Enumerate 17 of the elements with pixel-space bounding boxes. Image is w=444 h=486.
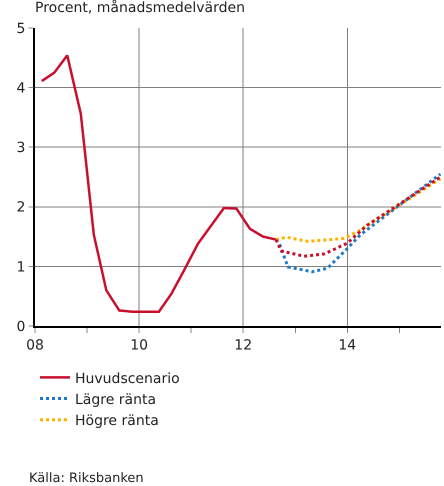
chart-title: Procent, månadsmedelvärden	[35, 0, 246, 16]
x-tick-label: 12	[234, 338, 252, 354]
text: Källa: Riksbanken	[29, 471, 144, 486]
y-tick-label: 3	[16, 140, 26, 156]
y-tick-label: 1	[16, 259, 26, 276]
line-series	[274, 172, 441, 274]
y-tick-label: 0	[16, 318, 26, 335]
y-tick-label: 4	[16, 80, 26, 96]
legend-label: Huvudscenario	[75, 370, 180, 387]
x-tick-label: 08	[26, 338, 44, 354]
line-series	[274, 177, 441, 243]
x-tick-label: 14	[338, 338, 356, 354]
y-tick-label: 2	[16, 200, 26, 216]
x-tick-label: 10	[130, 338, 148, 354]
legend-label: Lägre ränta	[75, 392, 156, 408]
legend-label: Högre ränta	[75, 413, 159, 430]
y-tick-label: 5	[16, 20, 26, 37]
